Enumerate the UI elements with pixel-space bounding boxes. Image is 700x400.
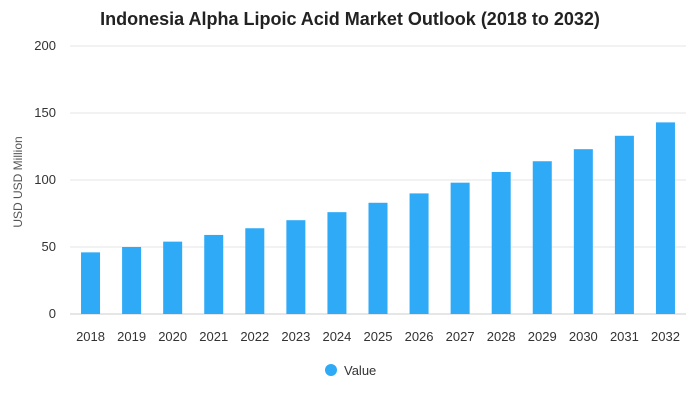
bar-2019[interactable]	[122, 247, 142, 314]
x-tick-label-2018: 2018	[76, 329, 105, 344]
x-axis-ticks: 2018 2019 2020 2021 2022 2023 2024 2025 2026 2027…	[76, 329, 680, 344]
x-tick-label-2021: 2021	[199, 329, 228, 344]
y-tick-label: 100	[34, 172, 56, 187]
bars	[81, 122, 675, 314]
bar-2030[interactable]	[573, 149, 593, 314]
x-tick-label-2025: 2025	[364, 329, 393, 344]
x-tick-label-2029: 2029	[528, 329, 557, 344]
x-tick-label-2026: 2026	[405, 329, 434, 344]
bar-2027[interactable]	[450, 182, 470, 314]
bar-2031[interactable]	[614, 135, 634, 314]
bar-2026[interactable]	[409, 193, 429, 314]
y-tick-label: 200	[34, 38, 56, 53]
bar-2018[interactable]	[81, 252, 101, 314]
y-tick-label: 0	[49, 306, 56, 321]
chart-title: Indonesia Alpha Lipoic Acid Market Outlo…	[100, 9, 600, 29]
x-tick-label-2023: 2023	[281, 329, 310, 344]
bar-2029[interactable]	[532, 161, 552, 314]
bar-2025[interactable]	[368, 202, 388, 314]
x-tick-label-2024: 2024	[322, 329, 351, 344]
x-tick-label-2032: 2032	[651, 329, 680, 344]
x-tick-label-2027: 2027	[446, 329, 475, 344]
bar-2028[interactable]	[491, 171, 511, 314]
x-tick-label-2031: 2031	[610, 329, 639, 344]
x-tick-label-2022: 2022	[240, 329, 269, 344]
bar-2032[interactable]	[655, 122, 675, 314]
x-tick-label-2028: 2028	[487, 329, 516, 344]
legend-swatch-value	[325, 364, 337, 376]
y-axis-label: USD USD Million	[11, 136, 25, 227]
y-axis-ticks: 0 50 100 150 200	[34, 38, 56, 321]
bar-2020[interactable]	[163, 241, 183, 314]
x-tick-label-2020: 2020	[158, 329, 187, 344]
bar-2022[interactable]	[245, 228, 265, 314]
bar-2023[interactable]	[286, 220, 306, 314]
legend-label-value: Value	[344, 363, 376, 378]
x-tick-label-2019: 2019	[117, 329, 146, 344]
y-tick-label: 150	[34, 105, 56, 120]
bar-2021[interactable]	[204, 234, 224, 314]
bar-2024[interactable]	[327, 212, 347, 314]
x-tick-label-2030: 2030	[569, 329, 598, 344]
y-tick-label: 50	[42, 239, 56, 254]
legend[interactable]: Value	[325, 363, 376, 378]
